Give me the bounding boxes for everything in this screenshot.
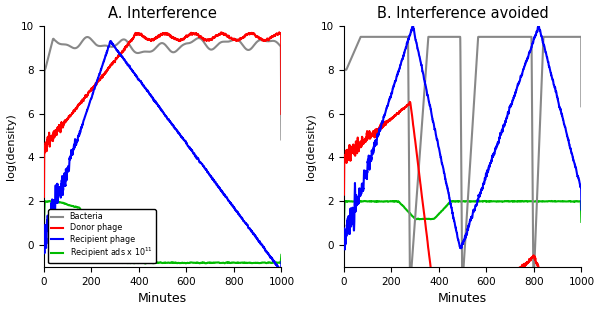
- Y-axis label: log(density): log(density): [5, 113, 16, 180]
- Y-axis label: log(density): log(density): [305, 113, 316, 180]
- X-axis label: Minutes: Minutes: [138, 292, 187, 305]
- Title: B. Interference avoided: B. Interference avoided: [377, 6, 548, 21]
- X-axis label: Minutes: Minutes: [438, 292, 487, 305]
- Legend: Bacteria, Donor phage, Recipient phage, Recipient ads x 10$^{11}$: Bacteria, Donor phage, Recipient phage, …: [48, 209, 156, 263]
- Title: A. Interference: A. Interference: [108, 6, 217, 21]
